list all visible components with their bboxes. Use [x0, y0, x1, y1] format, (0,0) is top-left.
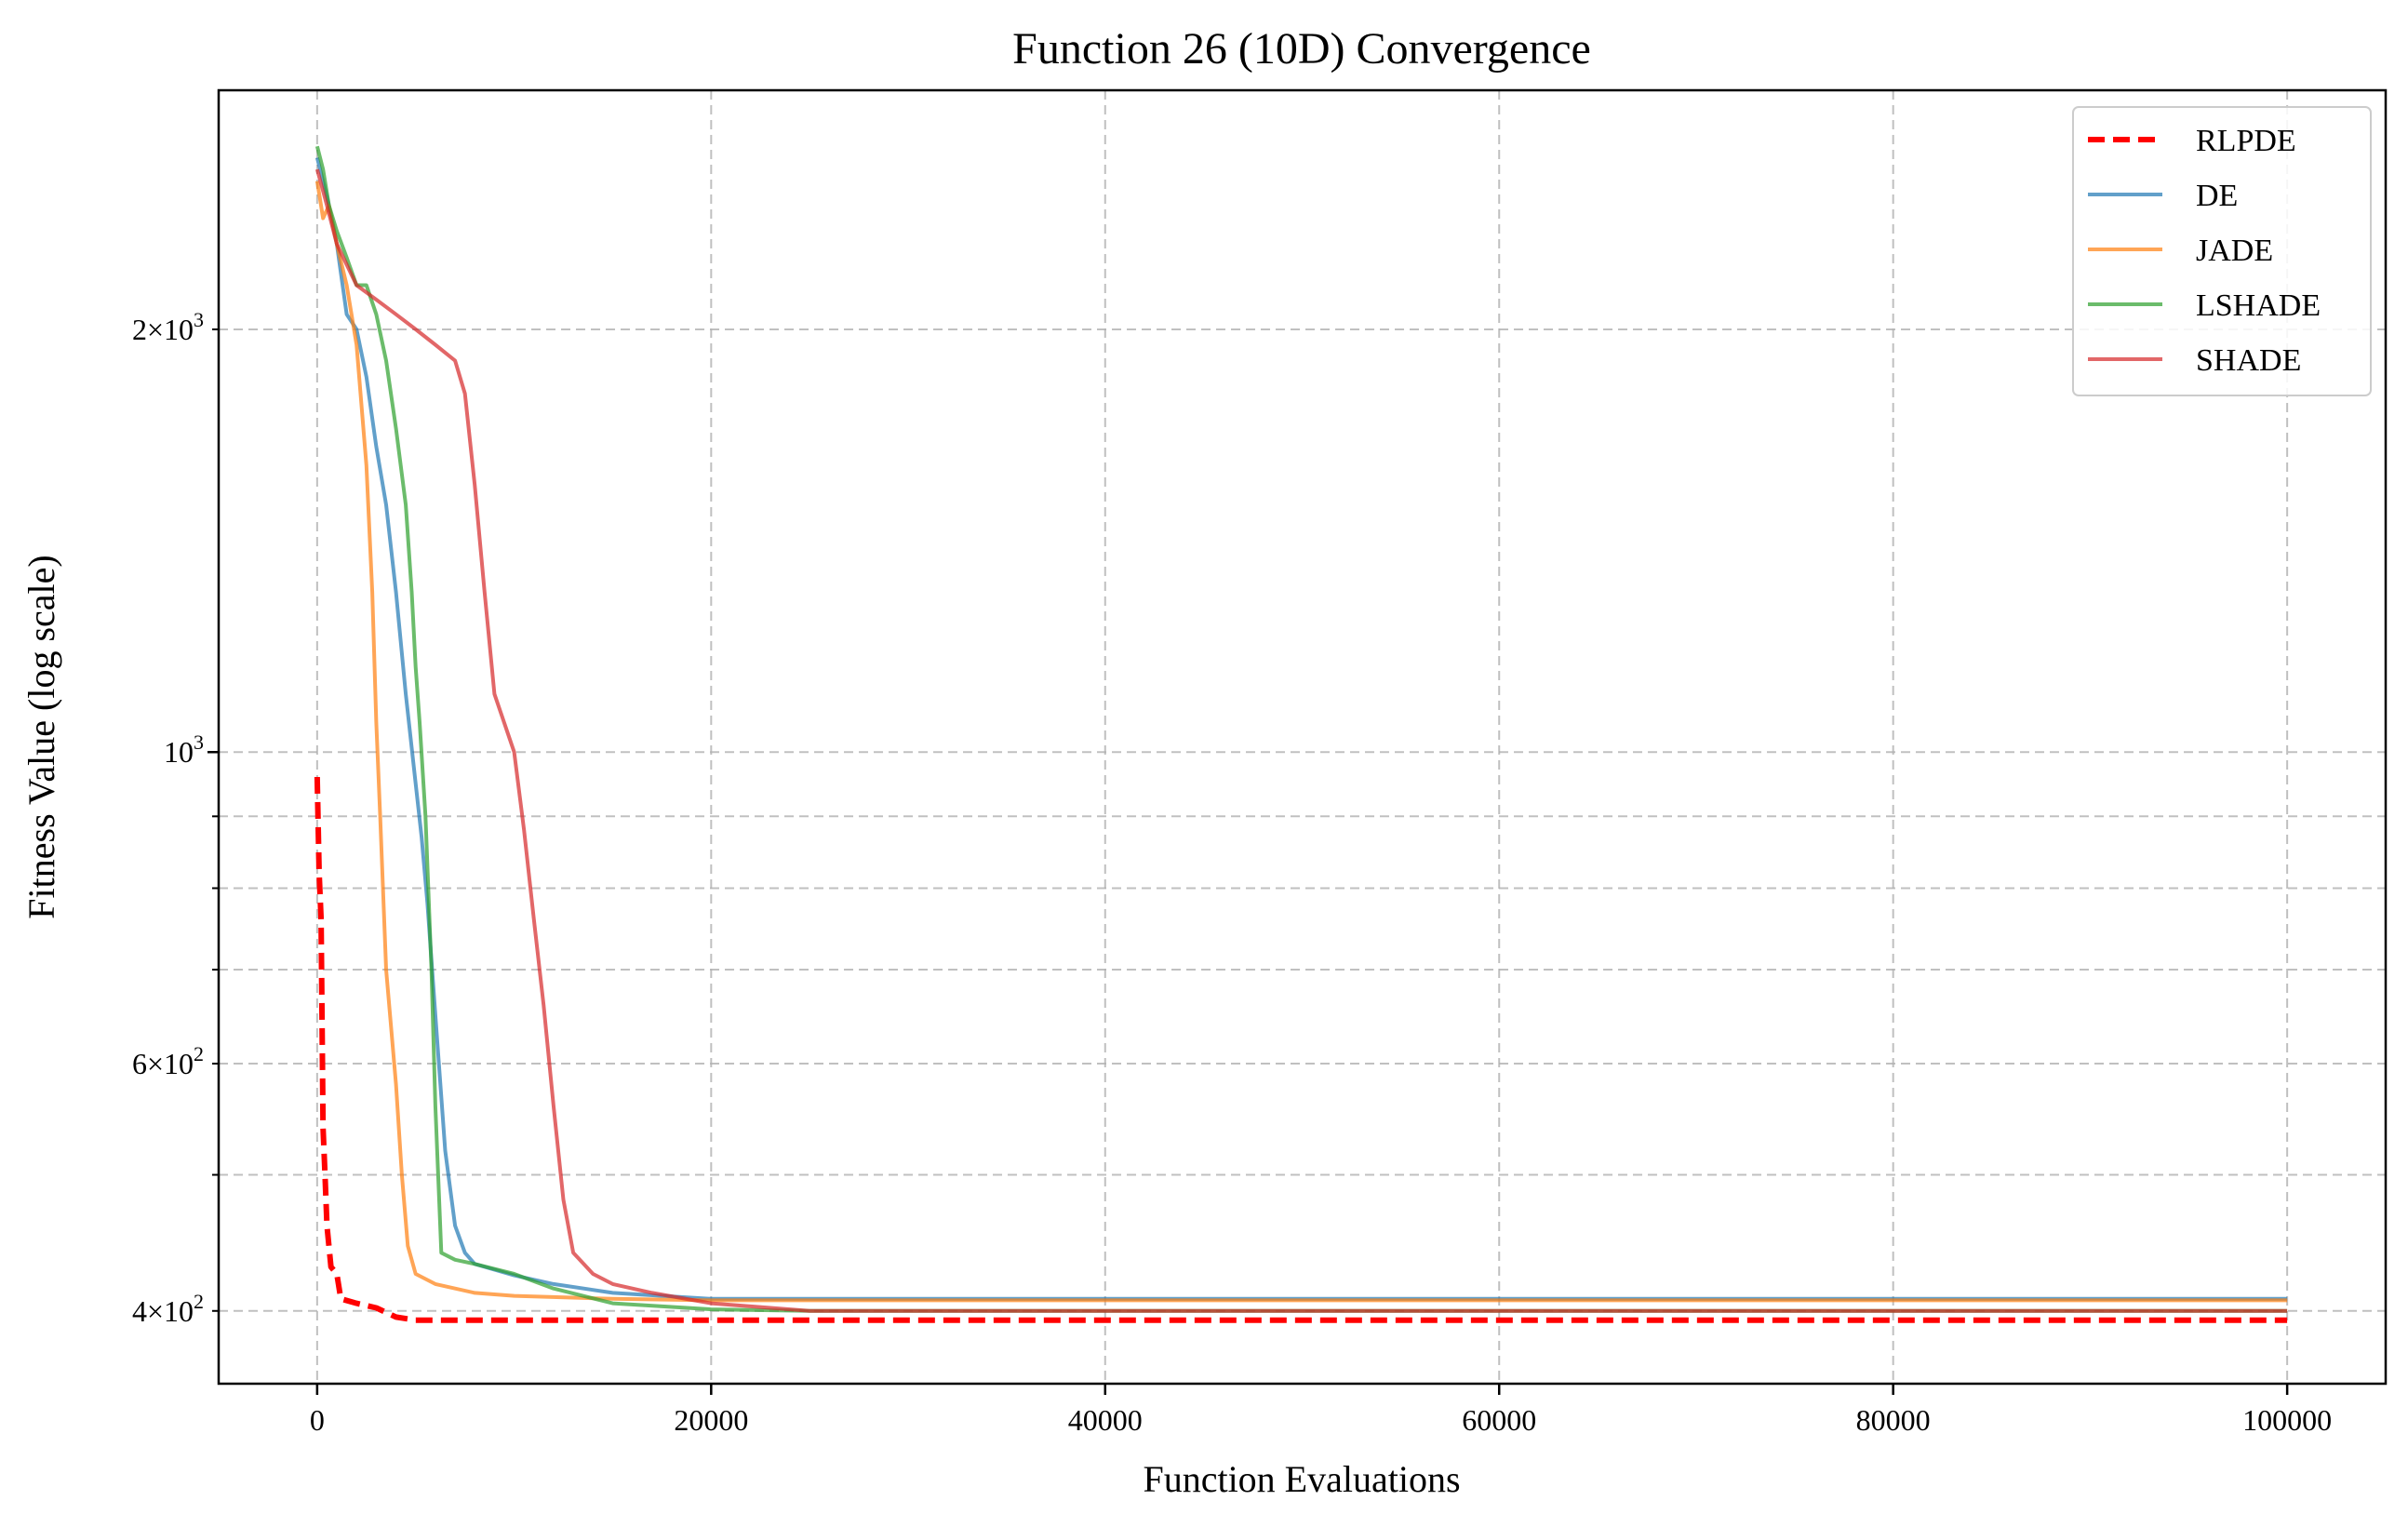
legend-label-jade: JADE [2196, 234, 2273, 268]
legend-label-shade: SHADE [2196, 343, 2301, 378]
x-tick-label: 0 [310, 1403, 325, 1437]
x-axis-label: Function Evaluations [1143, 1458, 1460, 1500]
legend-label-de: DE [2196, 179, 2238, 213]
y-axis-label: Fitness Value (log scale) [20, 555, 62, 918]
legend-box [2072, 106, 2372, 396]
x-tick-label: 40000 [1068, 1403, 1143, 1437]
y-tick-label: 6×102 [132, 1042, 204, 1080]
legend-label-lshade: LSHADE [2196, 288, 2321, 323]
series-line-lshade [314, 145, 2288, 1313]
series-line-shade [314, 168, 2288, 1313]
series-layer [314, 145, 2288, 1323]
y-tick-label: 103 [164, 730, 204, 769]
x-tick-label: 20000 [674, 1403, 748, 1437]
legend: RLPDE DE JADE LSHADE SHADE [2072, 106, 2372, 396]
x-tick-label: 80000 [1856, 1403, 1931, 1437]
y-tick-label: 4×102 [132, 1290, 204, 1328]
series-line-rlpde [314, 776, 2288, 1323]
plot-frame [217, 88, 2388, 1386]
y-tick-label: 2×103 [132, 308, 204, 346]
legend-items: RLPDE DE JADE LSHADE SHADE [2088, 124, 2321, 378]
x-tick-label: 60000 [1462, 1403, 1536, 1437]
y-axis-ticks: 103 4×102 6×102 2×103 [132, 308, 219, 1328]
series-line-jade [314, 181, 2288, 1303]
x-tick-label: 100000 [2242, 1403, 2332, 1437]
chart-title: Function 26 (10D) Convergence [1012, 24, 1591, 74]
legend-label-rlpde: RLPDE [2196, 124, 2296, 158]
x-axis-ticks: 0 20000 40000 60000 80000 100000 [310, 1384, 2332, 1437]
